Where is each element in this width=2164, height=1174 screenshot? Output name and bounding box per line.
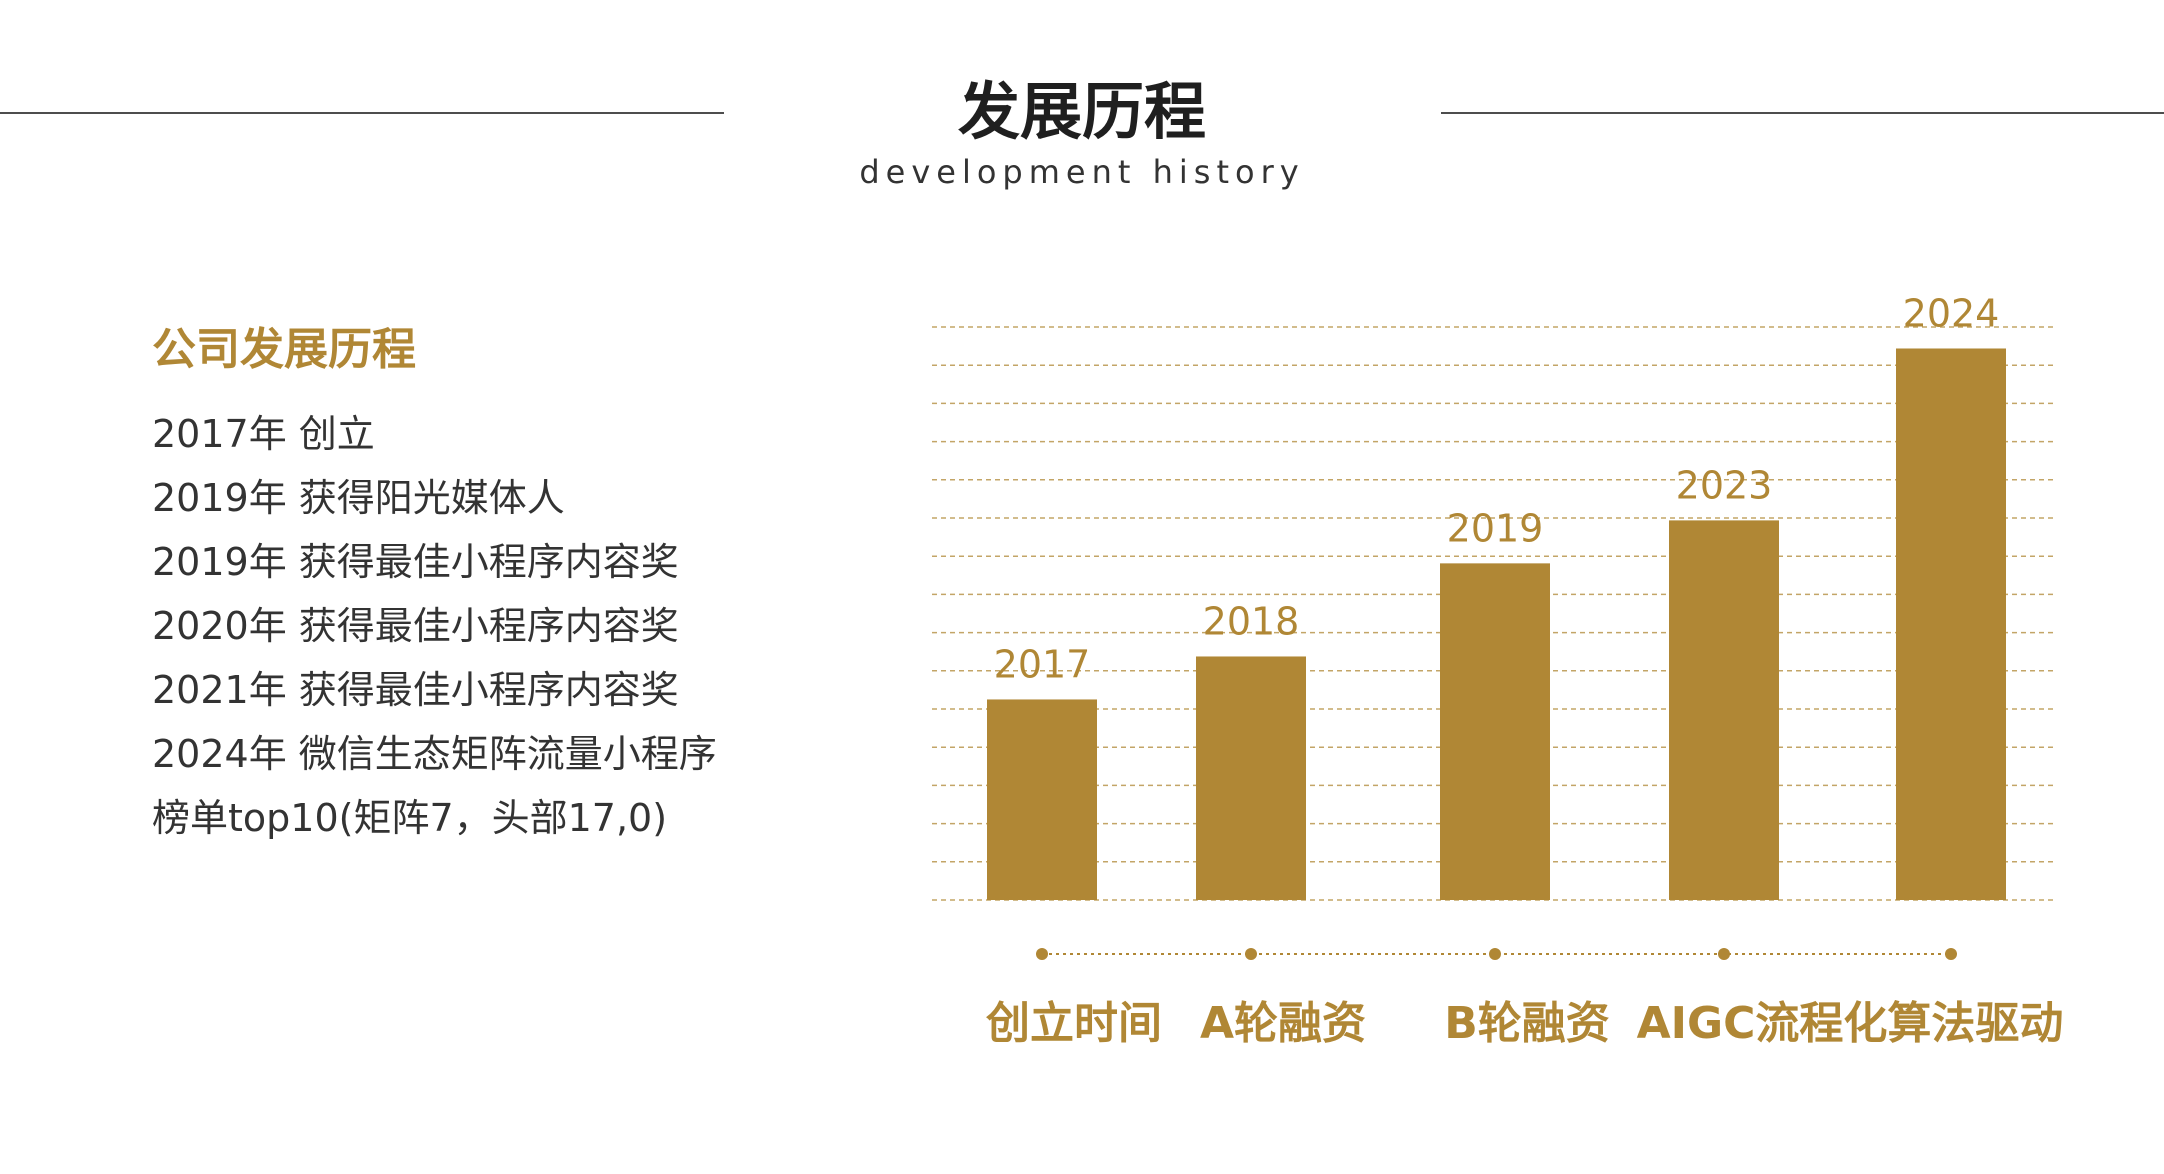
header-rule-right (1441, 112, 2164, 114)
milestone-item: 2019年 获得最佳小程序内容奖 (152, 540, 679, 584)
data-label: 2017 (994, 642, 1091, 686)
data-label: 2018 (1203, 599, 1300, 643)
bar (1896, 348, 2006, 900)
category-label: A轮融资 (1200, 998, 1366, 1049)
milestone-item: 榜单top10(矩阵7，头部17,0) (152, 796, 668, 840)
milestones-panel: 公司发展历程 2017年 创立 2019年 获得阳光媒体人 2019年 获得最佳… (152, 320, 717, 850)
milestone-item: 2019年 获得阳光媒体人 (152, 476, 565, 520)
milestone-item: 2024年 微信生态矩阵流量小程序 (152, 732, 717, 776)
page-subtitle: development history (859, 153, 1305, 191)
milestone-item: 2021年 获得最佳小程序内容奖 (152, 668, 679, 712)
data-label: 2024 (1903, 291, 2000, 335)
category-label: B轮融资 (1444, 998, 1610, 1049)
timeline-marker (1489, 948, 1501, 960)
bar (1440, 563, 1550, 900)
page-title: 发展历程 (957, 75, 1206, 148)
milestones-heading: 公司发展历程 (152, 324, 416, 375)
milestones-list: 2017年 创立 2019年 获得阳光媒体人 2019年 获得最佳小程序内容奖 … (152, 402, 717, 850)
category-label: AIGC流程化算法驱动 (1637, 998, 2064, 1049)
bar (1196, 656, 1306, 900)
data-label: 2019 (1447, 506, 1544, 550)
timeline-marker (1945, 948, 1957, 960)
category-label: 创立时间 (986, 998, 1162, 1049)
timeline-marker (1036, 948, 1048, 960)
milestone-item: 2017年 创立 (152, 412, 375, 456)
timeline-marker (1245, 948, 1257, 960)
bar (987, 699, 1097, 900)
header-rule-left (0, 112, 724, 114)
milestone-item: 2020年 获得最佳小程序内容奖 (152, 604, 679, 648)
data-label: 2023 (1676, 463, 1773, 507)
bar (1669, 520, 1779, 900)
timeline-marker (1718, 948, 1730, 960)
